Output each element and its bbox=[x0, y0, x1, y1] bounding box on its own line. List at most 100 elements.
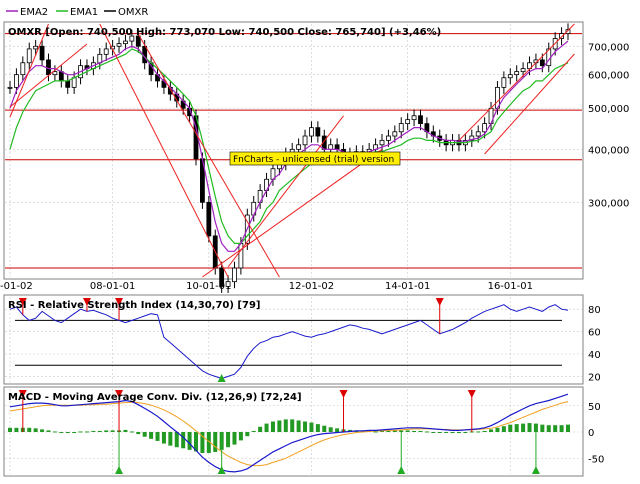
macd-hist-bar bbox=[238, 432, 243, 441]
macd-hist-bar bbox=[290, 419, 295, 432]
x-tick-label: 06-01-02 bbox=[0, 281, 33, 292]
macd-buy-marker bbox=[397, 466, 406, 474]
macd-hist-bar bbox=[405, 430, 410, 432]
macd-hist-bar bbox=[392, 430, 397, 432]
macd-hist-bar bbox=[136, 432, 141, 435]
rsi-sell-marker bbox=[82, 298, 91, 306]
macd-hist-bar bbox=[27, 427, 32, 432]
rsi-y-tick-label: 40 bbox=[588, 350, 601, 361]
macd-hist-bar bbox=[97, 430, 102, 432]
candle-body bbox=[46, 59, 51, 76]
legend-label-ema1: EMA1 bbox=[70, 7, 98, 18]
macd-hist-bar bbox=[232, 432, 237, 445]
macd-hist-bar bbox=[168, 432, 173, 446]
macd-panel-title: MACD - Moving Average Conv. Div. (12,26,… bbox=[8, 392, 302, 403]
rsi-sell-marker bbox=[435, 298, 444, 306]
price-panel: 06-01-02 08-01-01 10-01-01 12-01-02 14-01-01… bbox=[0, 23, 629, 294]
candle-body bbox=[482, 123, 488, 133]
trend-line bbox=[137, 33, 280, 278]
macd-hist-bar bbox=[181, 432, 186, 449]
macd-hist-bar bbox=[110, 430, 115, 432]
macd-hist-bar bbox=[33, 428, 38, 432]
candle-body bbox=[39, 45, 45, 61]
candle-body bbox=[71, 77, 77, 88]
candle-body bbox=[14, 74, 19, 88]
candle-body bbox=[520, 68, 526, 73]
candle-body bbox=[33, 45, 39, 50]
macd-hist-bar bbox=[149, 432, 154, 439]
candle-body bbox=[309, 127, 314, 137]
macd-sell-marker bbox=[18, 390, 27, 398]
macd-hist-bar bbox=[418, 430, 423, 432]
candle-body bbox=[135, 35, 141, 47]
macd-hist-bar bbox=[187, 432, 192, 450]
macd-y-tick-label: -50 bbox=[588, 454, 604, 465]
rsi-panel-title: RSI - Relative Strength Index (14,30,70)… bbox=[8, 300, 260, 311]
rsi-sell-marker bbox=[18, 298, 27, 306]
candle-body bbox=[65, 80, 71, 88]
macd-hist-bar bbox=[495, 427, 500, 432]
candle-body bbox=[411, 115, 417, 121]
candle-body bbox=[20, 62, 26, 76]
macd-buy-marker bbox=[115, 466, 124, 474]
candle-body bbox=[386, 135, 391, 141]
rsi-y-tick-label: 20 bbox=[588, 372, 601, 383]
candle-body bbox=[418, 115, 423, 125]
candle-body bbox=[539, 59, 545, 67]
macd-hist-bar bbox=[463, 432, 468, 433]
x-tick-label: 12-01-02 bbox=[289, 281, 334, 292]
macd-hist-bar bbox=[277, 420, 282, 432]
macd-hist-bar bbox=[123, 429, 128, 432]
price-y-tick-label: 700,000 bbox=[588, 42, 629, 53]
candle-body bbox=[123, 40, 128, 45]
candle-body bbox=[26, 48, 32, 64]
candle-body bbox=[206, 201, 212, 237]
candle-body bbox=[398, 123, 404, 133]
macd-sell-marker bbox=[339, 390, 348, 398]
macd-hist-bar bbox=[322, 425, 327, 432]
macd-sell-marker bbox=[467, 390, 476, 398]
watermark-text: FnCharts - unlicensed (trial) version bbox=[233, 155, 394, 165]
macd-hist-bar bbox=[527, 423, 532, 432]
candle-body bbox=[129, 35, 135, 42]
macd-hist-bar bbox=[270, 421, 275, 432]
macd-hist-bar bbox=[373, 431, 378, 433]
macd-hist-bar bbox=[65, 432, 70, 433]
macd-hist-bar bbox=[424, 431, 429, 433]
candle-body bbox=[225, 281, 231, 287]
candle-body bbox=[302, 135, 308, 146]
price-y-tick-label: 500,000 bbox=[588, 104, 629, 115]
macd-hist-bar bbox=[533, 423, 538, 432]
candle-body bbox=[379, 139, 385, 146]
macd-hist-bar bbox=[456, 432, 461, 433]
macd-hist-bar bbox=[194, 432, 198, 452]
macd-hist-bar bbox=[283, 419, 288, 432]
macd-hist-bar bbox=[521, 423, 526, 432]
macd-hist-bar bbox=[104, 430, 109, 432]
macd-hist-bar bbox=[501, 426, 506, 432]
macd-hist-bar bbox=[213, 432, 218, 452]
macd-hist-bar bbox=[174, 432, 179, 448]
x-tick-label: 16-01-01 bbox=[488, 281, 533, 292]
macd-hist-bar bbox=[546, 425, 551, 432]
macd-hist-bar bbox=[386, 430, 391, 432]
candle-body bbox=[116, 43, 122, 47]
price-y-tick-label: 300,000 bbox=[588, 198, 629, 209]
macd-hist-bar bbox=[161, 432, 166, 444]
macd-hist-bar bbox=[489, 429, 494, 432]
watermark-box bbox=[229, 151, 401, 166]
x-tick-label: 14-01-01 bbox=[385, 281, 430, 292]
macd-hist-bar bbox=[476, 431, 481, 433]
legend: EMA2 EMA1 OMXR bbox=[6, 7, 148, 18]
macd-buy-marker bbox=[531, 466, 540, 474]
macd-hist-bar bbox=[91, 430, 96, 432]
legend-label-ema2: EMA2 bbox=[20, 7, 48, 18]
rsi-y-tick-label: 60 bbox=[588, 328, 601, 339]
candle-body bbox=[405, 119, 411, 125]
macd-hist-bar bbox=[380, 430, 384, 432]
candle-body bbox=[392, 131, 398, 137]
macd-hist-bar bbox=[72, 432, 77, 433]
macd-hist-bar bbox=[226, 432, 231, 448]
